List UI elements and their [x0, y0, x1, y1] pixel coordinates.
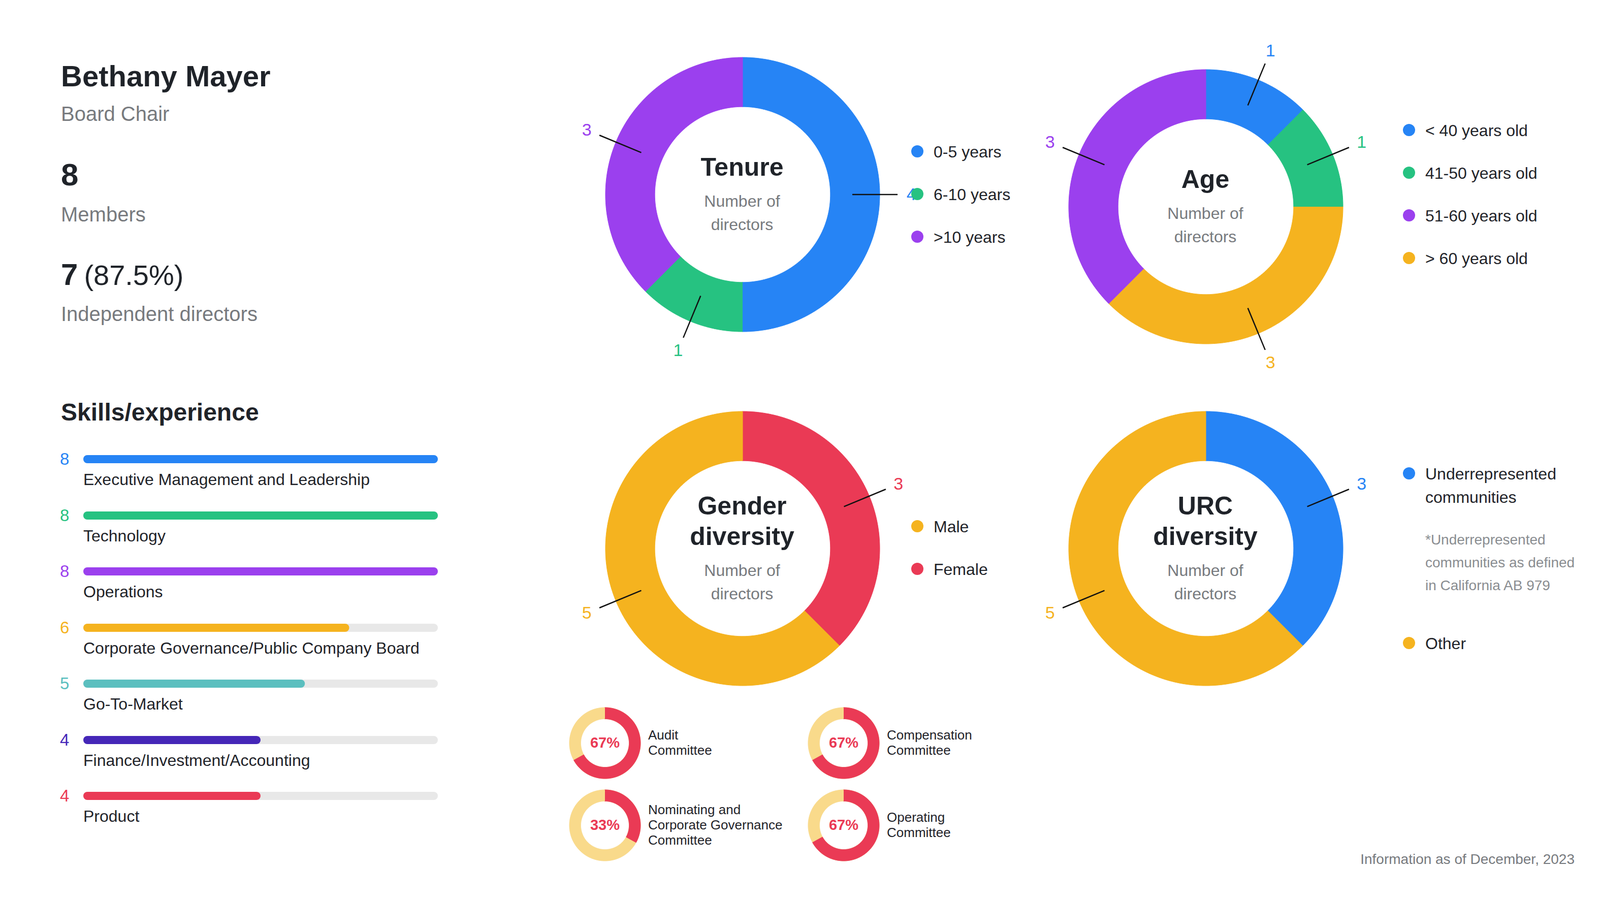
html-text:Compensation Committee: Compensation Committee — [886, 727, 973, 758]
svg-text:4: 4 — [906, 184, 916, 204]
svg-text:67%: 67% — [589, 734, 620, 751]
svg-text:1: 1 — [673, 339, 683, 360]
html-text:Audit Committee: Audit Committee — [648, 727, 712, 758]
html-text:< 40 years old: < 40 years old — [1425, 121, 1528, 140]
html-text:Number of directors: Number of directors — [704, 192, 781, 234]
html-text:Product: Product — [83, 807, 140, 826]
svg-text:3: 3 — [581, 119, 592, 139]
html-text:Members: Members — [60, 203, 146, 226]
html-text:Underrepresented communities: Underrepresented communities — [1425, 464, 1557, 507]
html-text:51-60 years old: 51-60 years old — [1425, 206, 1538, 226]
html-text:7 (87.5%): 7 (87.5%) — [60, 257, 184, 292]
html-text:Operations: Operations — [83, 582, 163, 601]
html-text:6-10 years: 6-10 years — [933, 185, 1011, 204]
html-text:>10 years: >10 years — [933, 228, 1006, 247]
html-text:Number of directors: Number of directors — [704, 561, 781, 603]
svg-text:33%: 33% — [589, 816, 620, 834]
html-text:Board Chair: Board Chair — [60, 102, 170, 125]
html-text:Information as of December, 20: Information as of December, 2023 — [1360, 851, 1575, 868]
html-text:URC diversity: URC diversity — [1153, 491, 1258, 551]
html-text:Skills/experience: Skills/experience — [60, 398, 259, 426]
html-text:5: 5 — [59, 674, 70, 693]
html-text:Go-To-Market: Go-To-Market — [83, 694, 183, 714]
html-text:Male: Male — [933, 517, 969, 536]
html-text:Technology: Technology — [83, 526, 166, 545]
html-text:8: 8 — [59, 561, 70, 581]
svg-text:5: 5 — [1044, 602, 1055, 622]
svg-text:5: 5 — [581, 602, 592, 622]
html-text:> 60 years old: > 60 years old — [1425, 249, 1528, 268]
html-text:41-50 years old: 41-50 years old — [1425, 164, 1538, 183]
html-text:Finance/Investment/Accounting: Finance/Investment/Accounting — [83, 750, 311, 770]
svg-text:3: 3 — [1044, 131, 1055, 151]
svg-text:1: 1 — [1265, 40, 1275, 60]
html-text:Number of directors: Number of directors — [1167, 204, 1244, 246]
html-text:Tenure: Tenure — [700, 152, 784, 182]
html-text:8: 8 — [60, 156, 79, 192]
svg-text:67%: 67% — [828, 816, 858, 834]
html-text:4: 4 — [59, 730, 70, 749]
html-text:Operating Committee: Operating Committee — [886, 809, 951, 841]
svg-text:3: 3 — [1265, 352, 1275, 372]
svg-text:1: 1 — [1356, 131, 1367, 151]
html-text:8: 8 — [59, 449, 70, 469]
html-text:Independent directors: Independent directors — [60, 302, 258, 326]
svg-text:67%: 67% — [828, 734, 858, 751]
html-text:Executive Management and Leade: Executive Management and Leadership — [83, 470, 370, 489]
html-text:0-5 years: 0-5 years — [933, 142, 1002, 162]
html-text:6: 6 — [59, 617, 70, 637]
html-text:Number of directors: Number of directors — [1167, 561, 1244, 603]
svg-text:3: 3 — [1356, 473, 1367, 493]
html-text:Age: Age — [1181, 165, 1230, 194]
html-text:4: 4 — [59, 786, 70, 806]
html-text:Corporate Governance/Public Co: Corporate Governance/Public Company Boar… — [83, 638, 420, 658]
html-text:Gender diversity: Gender diversity — [689, 491, 795, 551]
svg-text:3: 3 — [893, 473, 904, 493]
html-text:Nominating and Corporate Gover: Nominating and Corporate Governance Comm… — [648, 802, 783, 848]
html-text:8: 8 — [59, 505, 70, 525]
html-text:Other: Other — [1425, 634, 1466, 653]
html-text:Female: Female — [933, 560, 988, 579]
html-text:*Underrepresented communities: *Underrepresented communities as defined… — [1425, 531, 1575, 594]
html-text:Bethany Mayer: Bethany Mayer — [60, 59, 271, 93]
